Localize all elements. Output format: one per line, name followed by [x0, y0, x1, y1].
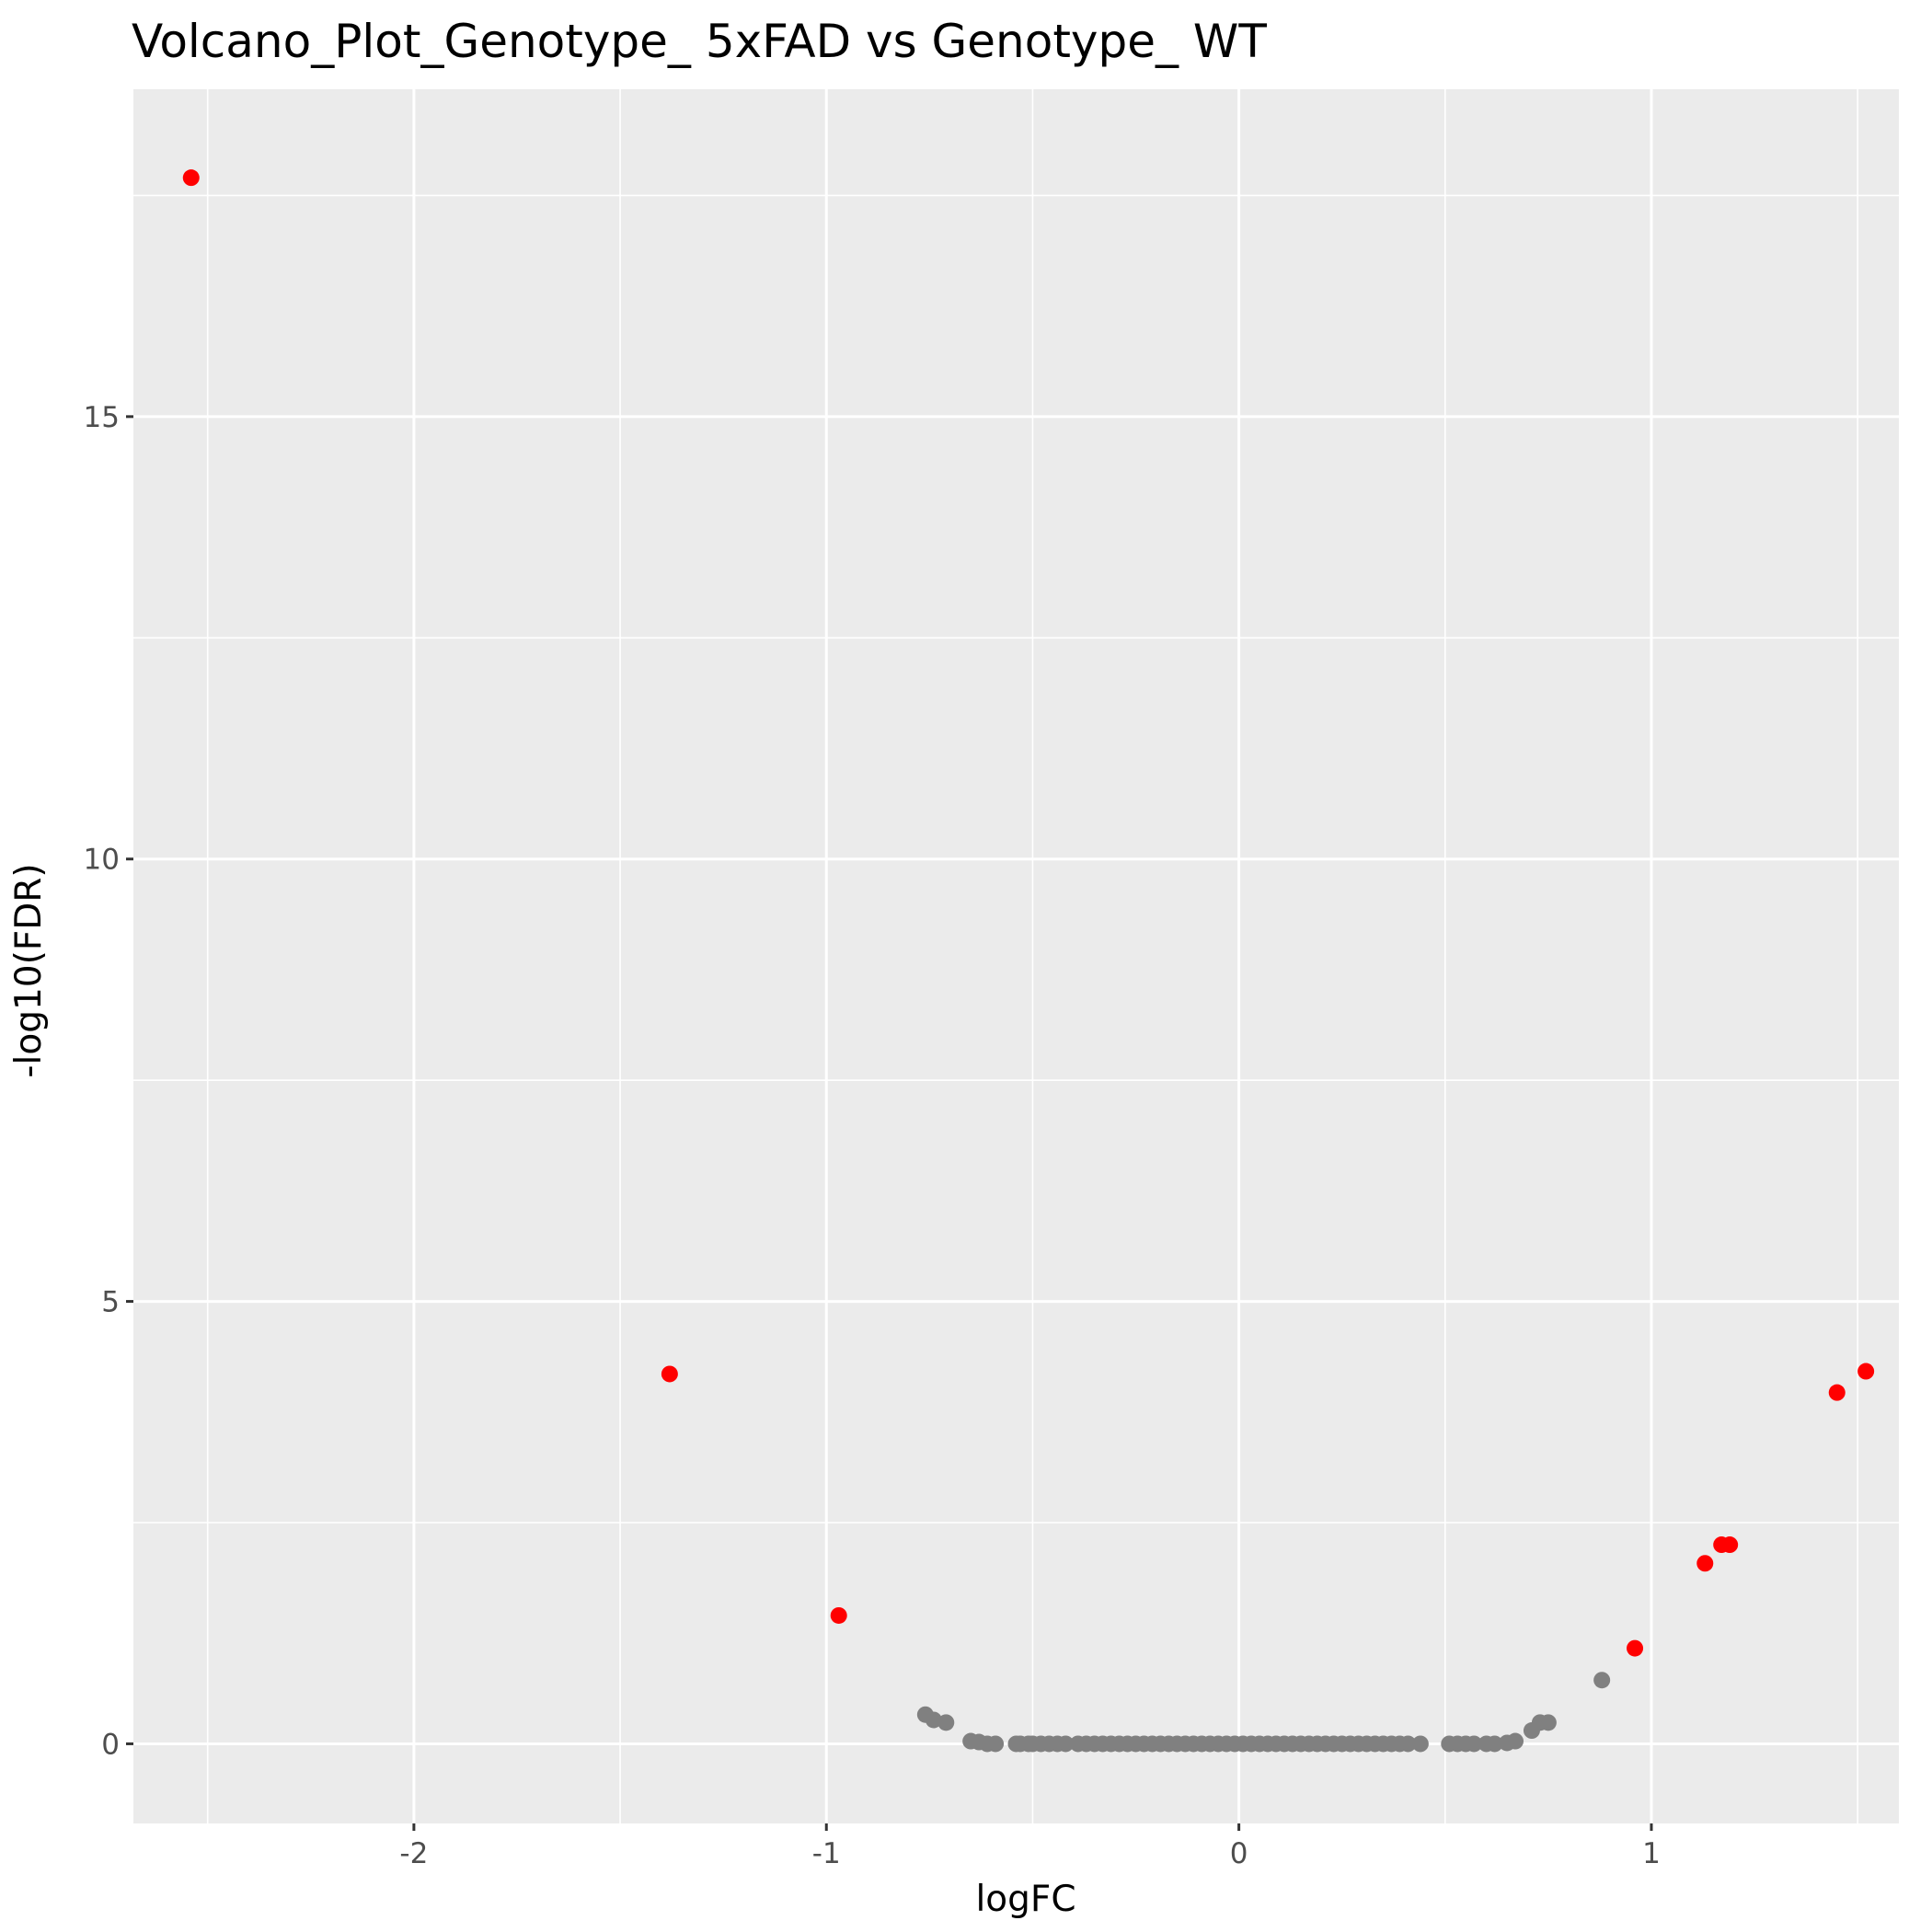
- nonsignificant-point: [1411, 1735, 1429, 1753]
- nonsignificant-point: [1539, 1714, 1557, 1731]
- significant-point: [1857, 1363, 1875, 1380]
- significant-point: [1721, 1536, 1739, 1554]
- x-axis-title: logFC: [975, 1879, 1075, 1920]
- x-tick-label: 1: [1642, 1837, 1661, 1870]
- nonsignificant-point: [1507, 1732, 1524, 1750]
- y-tick-label: 15: [84, 401, 120, 434]
- significant-point: [1627, 1639, 1644, 1657]
- data-points: [182, 169, 1875, 1753]
- chart-title: Volcano_Plot_Genotype_ 5xFAD vs Genotype…: [132, 15, 1267, 68]
- y-axis-title: -log10(FDR): [8, 863, 50, 1077]
- y-tick-label: 10: [84, 844, 120, 877]
- minor-gridlines: [133, 89, 1899, 1823]
- x-tick-label: -2: [399, 1837, 428, 1870]
- nonsignificant-point: [1399, 1735, 1417, 1753]
- nonsignificant-point: [937, 1714, 955, 1731]
- significant-point: [661, 1365, 678, 1383]
- nonsignificant-point: [1466, 1735, 1483, 1753]
- x-axis-ticks: -2 -1 0 1: [399, 1823, 1661, 1870]
- plot-panel: [133, 89, 1899, 1823]
- y-tick-label: 5: [101, 1286, 120, 1319]
- significant-point: [1828, 1384, 1846, 1401]
- x-tick-label: -1: [812, 1837, 841, 1870]
- nonsignificant-point: [925, 1711, 942, 1729]
- significant-point: [1696, 1555, 1714, 1572]
- significant-point: [830, 1606, 847, 1624]
- nonsignificant-point: [987, 1735, 1005, 1753]
- x-tick-label: 0: [1230, 1837, 1248, 1870]
- significant-point: [182, 169, 200, 187]
- nonsignificant-point: [1593, 1672, 1611, 1689]
- nonsignificant-point: [1057, 1735, 1075, 1753]
- nonsignificant-point: [1486, 1735, 1503, 1753]
- y-tick-label: 0: [101, 1728, 120, 1761]
- y-axis-ticks: 0 5 10 15: [84, 401, 133, 1761]
